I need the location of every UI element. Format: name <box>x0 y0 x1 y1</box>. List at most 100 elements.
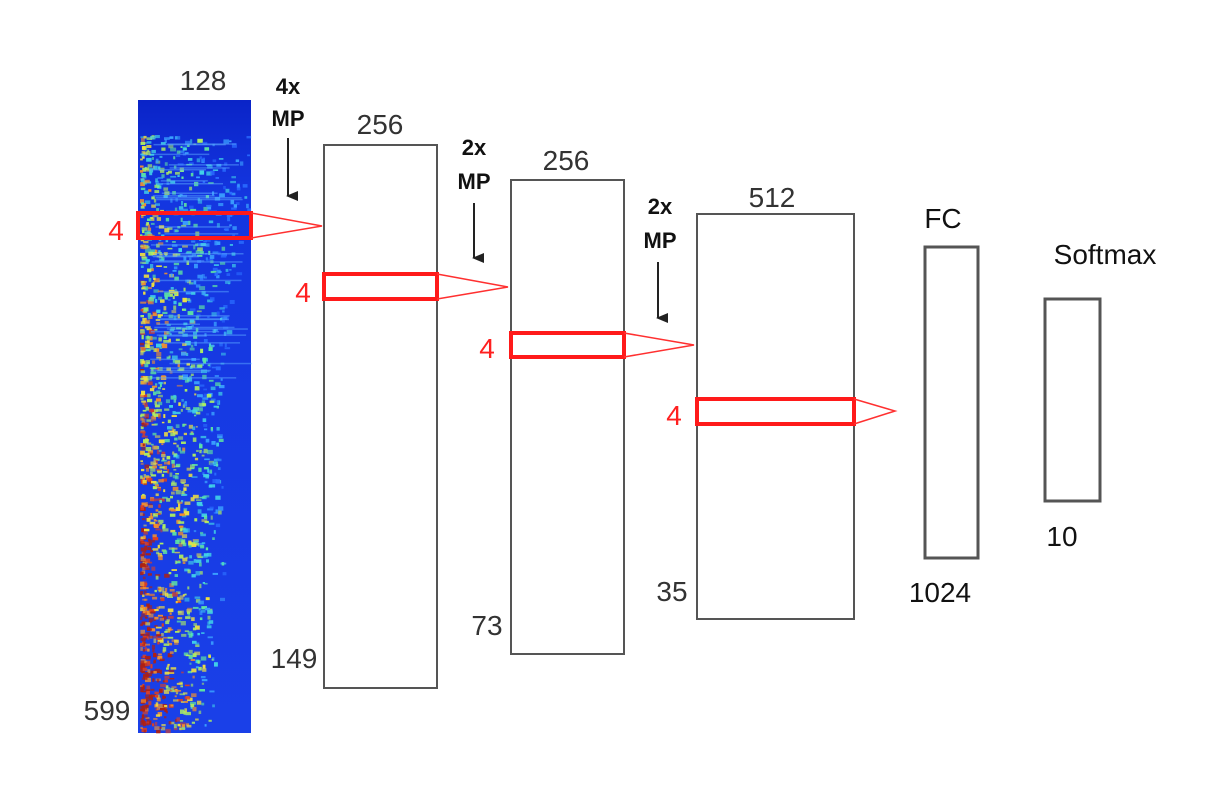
spectrogram-pixel <box>221 246 226 251</box>
spectrogram-pixel <box>170 180 176 184</box>
spectrogram-pixel <box>164 675 170 679</box>
spectrogram-pixel <box>140 394 145 398</box>
spectrogram-pixel <box>181 224 187 227</box>
spectrogram-pixel <box>174 642 179 645</box>
spectrogram-pixel <box>147 626 151 631</box>
spectrogram-pixel <box>187 631 193 635</box>
spectrogram-pixel <box>156 390 161 394</box>
spectrogram-pixel <box>202 668 207 672</box>
spectrogram-pixel <box>150 420 154 423</box>
spectrogram-pixel <box>140 512 144 516</box>
spectrogram-pixel <box>161 451 166 455</box>
spectrogram-pixel <box>215 461 218 466</box>
spectrogram-pixel <box>149 168 154 173</box>
spectrogram-pixel <box>155 398 161 402</box>
spectrogram-pixel <box>184 696 191 700</box>
spectrogram-pixel <box>202 418 207 422</box>
spectrogram-pixel <box>205 195 209 199</box>
spectrogram-pixel <box>183 256 187 261</box>
spectrogram-pixel <box>179 150 185 153</box>
spectrogram-pixel <box>140 604 144 608</box>
spectrogram-pixel <box>162 647 167 652</box>
spectrogram-pixel <box>202 397 209 400</box>
spectrogram-pixel <box>178 206 184 210</box>
spectrogram-pixel <box>185 292 192 295</box>
spectrogram-pixel <box>167 227 173 230</box>
spectrogram-pixel <box>142 493 145 496</box>
spectrogram-pixel <box>141 423 147 427</box>
spectrogram-pixel <box>173 469 177 471</box>
spectrogram-pixel <box>147 398 153 403</box>
spectrogram-pixel <box>157 470 163 474</box>
spectrogram-pixel <box>181 500 184 503</box>
spectrogram-pixel <box>162 388 166 390</box>
spectrogram-pixel <box>140 205 144 209</box>
spectrogram-streak <box>151 244 208 246</box>
spectrogram-pixel <box>175 338 180 342</box>
spectrogram-pixel <box>147 573 152 576</box>
spectrogram-pixel <box>166 331 171 334</box>
spectrogram-pixel <box>144 655 151 660</box>
spectrogram-pixel <box>189 205 194 209</box>
spectrogram-pixel <box>204 428 208 431</box>
spectrogram-pixel <box>155 458 160 461</box>
spectrogram-pixel <box>180 621 186 626</box>
spectrogram-pixel <box>149 466 155 469</box>
spectrogram-pixel <box>235 159 240 163</box>
spectrogram-pixel <box>155 319 161 321</box>
spectrogram-pixel <box>203 339 208 343</box>
spectrogram-pixel <box>153 659 157 663</box>
spectrogram-pixel <box>159 688 163 693</box>
spectrogram-pixel <box>166 367 171 371</box>
spectrogram-pixel <box>147 268 152 273</box>
spectrogram-pixel <box>202 181 206 183</box>
spectrogram-pixel <box>143 633 149 636</box>
spectrogram-pixel <box>140 633 144 636</box>
spectrogram-pixel <box>142 156 145 159</box>
conv3-width-label: 512 <box>749 182 796 213</box>
spectrogram-pixel <box>150 480 157 484</box>
spectrogram-pixel <box>169 589 175 592</box>
spectrogram-pixel <box>163 643 170 646</box>
spectrogram-pixel <box>194 625 200 630</box>
spectrogram-pixel <box>147 636 150 640</box>
spectrogram-pixel <box>195 315 199 320</box>
spectrogram-streak <box>155 197 242 199</box>
spectrogram-pixel <box>168 572 172 575</box>
spectrogram-pixel <box>140 413 146 417</box>
spectrogram-pixel <box>195 411 201 415</box>
spectrogram-pixel <box>238 240 244 244</box>
spectrogram-pixel <box>147 605 153 610</box>
spectrogram-pixel <box>169 507 174 509</box>
spectrogram-pixel <box>152 385 158 388</box>
spectrogram-pixel <box>201 702 205 706</box>
spectrogram-pixel <box>173 305 177 310</box>
spectrogram-pixel <box>190 364 196 368</box>
spectrogram-pixel <box>140 142 145 145</box>
spectrogram-pixel <box>181 490 185 494</box>
spectrogram-pixel <box>152 678 155 682</box>
spectrogram-pixel <box>190 659 196 661</box>
spectrogram-pixel <box>144 542 149 546</box>
spectrogram-pixel <box>144 319 151 324</box>
spectrogram-pixel <box>150 670 155 674</box>
spectrogram-pixel <box>150 295 156 299</box>
spectrogram-pixel <box>212 159 217 163</box>
spectrogram-pixel <box>163 187 169 191</box>
spectrogram-pixel <box>140 450 145 455</box>
spectrogram-streak <box>164 233 239 235</box>
spectrogram-pixel <box>153 718 158 720</box>
spectrogram-pixel <box>163 470 168 473</box>
spectrogram-pixel <box>140 701 145 704</box>
spectrogram-pixel <box>221 316 227 320</box>
spectrogram-pixel <box>158 239 162 242</box>
spectrogram-pixel <box>160 683 167 688</box>
spectrogram-pixel <box>202 403 207 406</box>
spectrogram-pixel <box>156 697 161 702</box>
spectrogram-pixel <box>183 511 190 516</box>
spectrogram-pixel <box>175 136 181 140</box>
spectrogram-pixel <box>210 170 215 176</box>
spectrogram-pixel <box>144 677 148 680</box>
spectrogram-texture <box>140 135 252 734</box>
spectrogram-pixel <box>197 138 203 143</box>
